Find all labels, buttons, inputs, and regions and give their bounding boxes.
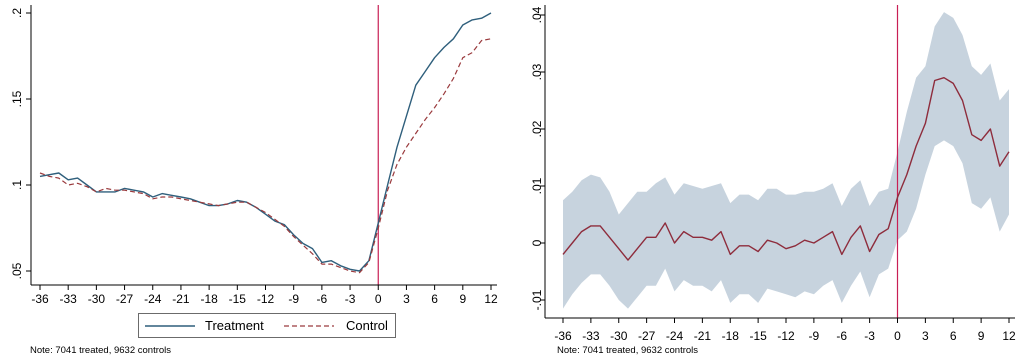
left-series-treatment-line [39,12,492,272]
right-xtick-label: 12 [1002,329,1016,343]
left-xtick-label: -9 [288,292,299,306]
right-xtick-label: -9 [809,329,820,343]
left-xtick-label: 0 [375,292,382,306]
right-ci-band [563,12,1009,309]
left-xtick-label: -18 [200,292,218,306]
right-xtick-label: -24 [666,329,684,343]
right-series-estimate-line [562,76,1010,261]
right-ytick-label: .04 [530,6,544,23]
right-ytick-label: .02 [530,120,544,137]
right-xtick-label: -27 [638,329,656,343]
left-ytick-label: .1 [10,180,24,190]
left-xtick-label: 12 [484,292,498,306]
left-series-control-line [39,38,492,274]
legend-treatment-label: Treatment [205,318,264,333]
left-xtick-label: -15 [229,292,247,306]
left-xtick-label: 3 [403,292,410,306]
right-xtick-label: 6 [950,329,957,343]
right-ytick-label: .01 [530,177,544,194]
right-xtick-label: -6 [836,329,847,343]
left-xtick-label: -24 [144,292,162,306]
right-xtick-label: -3 [864,329,875,343]
left-xtick-label: 9 [459,292,466,306]
left-note: Note: 7041 treated, 9632 controls [30,345,172,356]
legend-control-swatch [284,325,334,327]
left-ytick-label: .05 [10,262,24,279]
left-xtick-label: -30 [88,292,106,306]
right-note: Note: 7041 treated, 9632 controls [557,345,699,356]
left-xtick-label: -3 [345,292,356,306]
left-xtick-label: -33 [60,292,78,306]
left-legend: Treatment Control [138,313,396,338]
right-xtick-label: 9 [978,329,985,343]
right-ytick-label: 0 [530,239,544,246]
left-xtick-label: -12 [257,292,275,306]
left-xtick-label: -21 [172,292,190,306]
right-xtick-label: 0 [894,329,901,343]
right-ytick-label: .03 [530,63,544,80]
right-ytick-label: -.01 [530,289,544,310]
left-xtick-label: -6 [317,292,328,306]
left-xtick-label: 6 [431,292,438,306]
left-ytick-label: .15 [10,90,24,107]
left-chart: -36 -33 -30 -27 -24 -21 -18 -15 -12 -9 -6 -3 0 3 6 9 12.… [10,5,498,306]
right-chart: -36 -33 -30 -27 -24 -21 -18 -15 -12 -9 -6 -3 0 3 6 9 12-… [530,5,1016,343]
right-xtick-label: -30 [610,329,628,343]
legend-treatment-swatch [145,325,195,327]
left-xtick-label: -27 [116,292,134,306]
right-xtick-label: -33 [582,329,600,343]
legend-control-label: Control [346,318,388,333]
left-xtick-label: -36 [31,292,49,306]
left-ytick-label: .2 [10,8,24,18]
right-xtick-label: -18 [722,329,740,343]
right-xtick-label: -15 [749,329,767,343]
right-xtick-label: -21 [694,329,712,343]
right-xtick-label: 3 [922,329,929,343]
right-xtick-label: -36 [554,329,572,343]
right-xtick-label: -12 [777,329,795,343]
